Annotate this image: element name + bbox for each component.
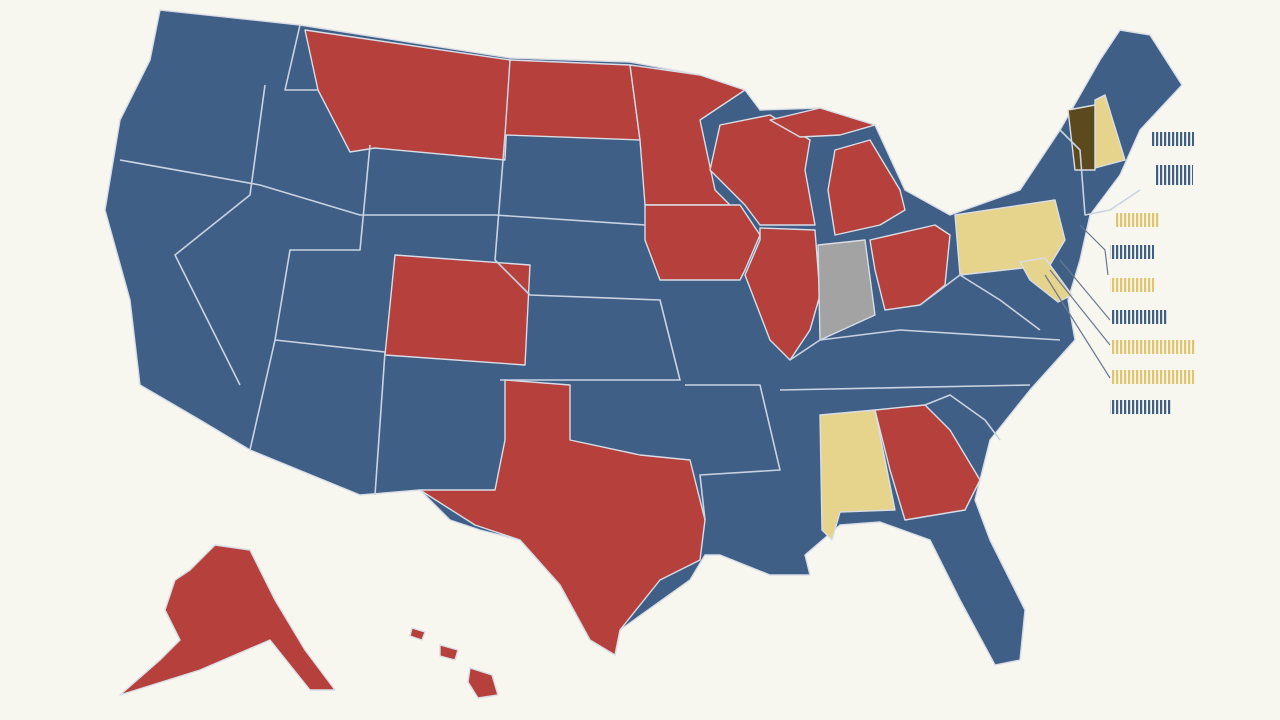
minnesota — [629, 64, 746, 206]
border — [1059, 129, 1141, 216]
border — [274, 339, 386, 496]
border — [284, 24, 318, 91]
border — [789, 329, 1061, 361]
border — [494, 134, 681, 381]
callout-glyph — [1112, 370, 1194, 384]
callouts — [1044, 132, 1196, 414]
pennsylvania — [954, 199, 1066, 276]
leader-line — [1044, 274, 1111, 379]
colorado — [384, 254, 531, 366]
callout-glyph — [1110, 278, 1154, 292]
state-borders — [119, 24, 1141, 521]
callout-glyph — [1110, 400, 1172, 414]
border — [249, 144, 371, 451]
michigan-upper — [769, 107, 876, 138]
border — [174, 84, 266, 386]
border — [779, 384, 1031, 391]
texas — [419, 379, 706, 656]
georgia — [874, 404, 981, 521]
indiana — [817, 239, 876, 341]
border — [919, 274, 1041, 331]
border — [119, 159, 646, 226]
callout-glyph — [1155, 165, 1193, 185]
leader-line — [1049, 269, 1111, 346]
callout-glyph — [1115, 213, 1159, 227]
leader-line — [1079, 224, 1109, 276]
maryland — [1019, 257, 1073, 303]
callout-glyph — [1112, 340, 1196, 354]
alaska — [119, 544, 336, 696]
leader-line — [1059, 259, 1111, 321]
callout-glyph — [1112, 310, 1168, 324]
border — [685, 384, 781, 521]
callout-glyph — [1152, 132, 1194, 146]
michigan-lower — [827, 139, 906, 236]
iowa — [644, 204, 761, 281]
hawaii — [409, 627, 499, 699]
alabama — [819, 409, 896, 541]
vermont — [1067, 104, 1096, 171]
border — [924, 394, 1001, 441]
callout-glyph — [1110, 245, 1154, 259]
north-dakota — [504, 59, 641, 141]
